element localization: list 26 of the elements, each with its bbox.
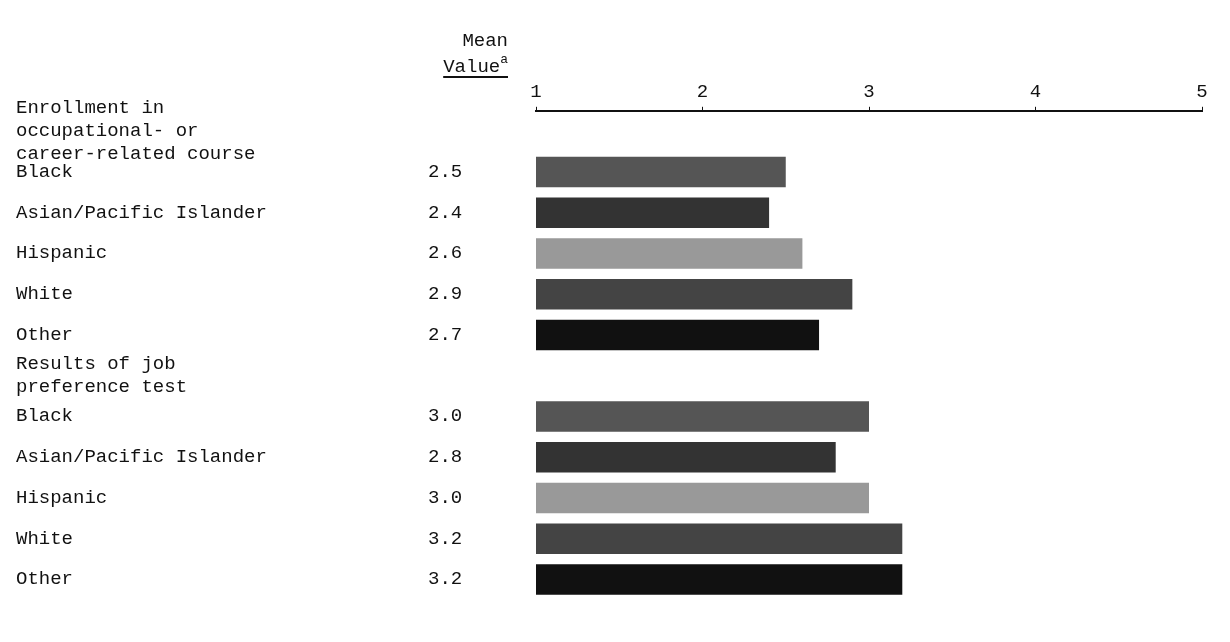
data-label: 3.0 bbox=[428, 405, 463, 428]
y-tick-label: Hispanic bbox=[16, 242, 108, 265]
y-tick-label: Black bbox=[16, 160, 74, 183]
y-tick-label: Black bbox=[16, 405, 74, 428]
y-tick-label: White bbox=[16, 527, 74, 550]
data-label: 2.8 bbox=[428, 446, 463, 469]
data-label: 3.0 bbox=[428, 486, 463, 509]
y-tick-label: Hispanic bbox=[16, 486, 108, 509]
x2-tick-label: 1 bbox=[530, 81, 542, 104]
y-tick-label: Asian/Pacific Islander bbox=[16, 201, 267, 224]
data-label: 3.2 bbox=[428, 527, 463, 550]
y-tick-label: Results of job preference test bbox=[16, 353, 188, 399]
y-tick-label: White bbox=[16, 283, 74, 306]
x2-tick-label: 5 bbox=[1196, 81, 1208, 104]
y-tick-label: Other bbox=[16, 323, 74, 346]
data-label: 2.5 bbox=[428, 160, 463, 183]
x2-tick-label: 3 bbox=[863, 81, 875, 104]
data-label: 2.7 bbox=[428, 323, 463, 346]
data-label: 3.2 bbox=[428, 568, 463, 591]
y-tick-label: Other bbox=[16, 568, 74, 591]
data-label: 2.9 bbox=[428, 283, 463, 306]
y-tick-label: Asian/Pacific Islander bbox=[16, 446, 267, 469]
data-label: 2.4 bbox=[428, 201, 463, 224]
data-label: 2.6 bbox=[428, 242, 463, 265]
x2-tick-label: 4 bbox=[1029, 81, 1042, 104]
x2-tick-label: 2 bbox=[696, 81, 709, 104]
